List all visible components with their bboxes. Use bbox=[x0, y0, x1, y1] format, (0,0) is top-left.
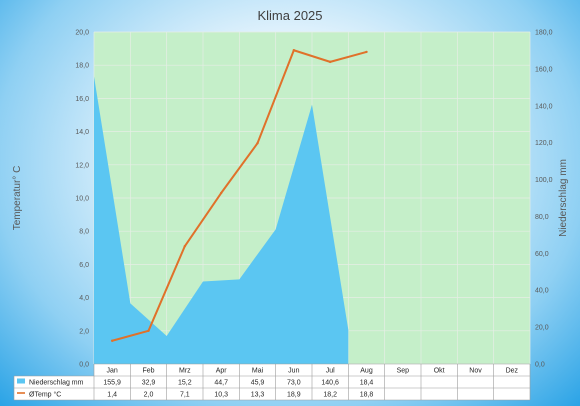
series-point-temp bbox=[147, 329, 150, 332]
y-tick-label: 2,0 bbox=[79, 328, 89, 335]
legend-key-niederschlag bbox=[17, 378, 25, 384]
y2-tick-label: 0,0 bbox=[535, 362, 545, 369]
y2-tick-label: 120,0 bbox=[535, 140, 553, 147]
y2-tick-label: 20,0 bbox=[535, 325, 549, 332]
data-label: 15,2 bbox=[178, 380, 192, 387]
data-label: 140,6 bbox=[321, 380, 339, 387]
legend-label: ØTemp °C bbox=[29, 391, 61, 399]
y2-tick-label: 60,0 bbox=[535, 251, 549, 258]
x-tick-label: Okt bbox=[434, 368, 445, 375]
y-tick-label: 18,0 bbox=[75, 63, 89, 70]
series-line-temp bbox=[111, 49, 367, 342]
series-area-niederschlag bbox=[94, 76, 349, 364]
x-tick-label: Feb bbox=[142, 368, 154, 375]
y-axis-title: Temperatur° C bbox=[12, 166, 23, 231]
data-label: 13,3 bbox=[251, 392, 265, 399]
y2-tick-label: 180,0 bbox=[535, 30, 553, 37]
data-label: 45,9 bbox=[251, 380, 265, 387]
y2-tick-label: 100,0 bbox=[535, 177, 553, 184]
data-label: 1,4 bbox=[107, 392, 117, 399]
series-point-temp bbox=[328, 60, 332, 64]
data-label: 32,9 bbox=[142, 380, 156, 387]
data-label: 7,1 bbox=[180, 392, 190, 399]
x-tick-label: Aug bbox=[360, 368, 373, 375]
chart-title: Klima 2025 bbox=[257, 8, 323, 23]
x-tick-label: Dez bbox=[506, 368, 519, 375]
y-tick-label: 6,0 bbox=[79, 262, 89, 269]
x-tick-label: Nov bbox=[469, 368, 482, 375]
x-tick-label: Mai bbox=[252, 368, 264, 375]
x-tick-label: Jun bbox=[288, 368, 299, 375]
series-point-temp bbox=[183, 244, 187, 248]
y-tick-label: 8,0 bbox=[79, 229, 89, 236]
y-tick-label: 14,0 bbox=[75, 129, 89, 136]
y2-tick-label: 40,0 bbox=[535, 288, 549, 295]
series-point-temp bbox=[292, 49, 296, 52]
data-label: 18,4 bbox=[360, 380, 374, 387]
data-label: 73,0 bbox=[287, 380, 301, 387]
data-label: 2,0 bbox=[144, 392, 154, 399]
x-tick-label: Mrz bbox=[179, 368, 191, 375]
data-label: 44,7 bbox=[214, 380, 228, 387]
y-tick-label: 16,0 bbox=[75, 96, 89, 103]
y2-tick-label: 140,0 bbox=[535, 103, 553, 110]
y-tick-label: 4,0 bbox=[79, 295, 89, 302]
series-point-temp bbox=[110, 339, 114, 342]
y-tick-label: 0,0 bbox=[79, 362, 89, 369]
y-tick-label: 20,0 bbox=[75, 30, 89, 37]
data-label: 18,9 bbox=[287, 392, 301, 399]
series-point-temp bbox=[365, 50, 368, 54]
x-tick-label: Apr bbox=[216, 368, 228, 375]
data-label: 10,3 bbox=[214, 392, 228, 399]
y2-tick-label: 80,0 bbox=[535, 214, 549, 221]
data-label: 155,9 bbox=[103, 380, 121, 387]
y2-axis-title: Niederschlag mm bbox=[558, 159, 569, 237]
y-tick-label: 10,0 bbox=[75, 196, 89, 203]
x-tick-label: Jul bbox=[326, 368, 335, 375]
y2-tick-label: 160,0 bbox=[535, 66, 553, 73]
data-label: 18,8 bbox=[360, 392, 374, 399]
x-tick-label: Sep bbox=[397, 368, 410, 375]
y-tick-label: 12,0 bbox=[75, 162, 89, 169]
data-label: 18,2 bbox=[323, 392, 337, 399]
series-point-temp bbox=[219, 191, 223, 195]
x-tick-label: Jan bbox=[107, 368, 118, 375]
series-point-temp bbox=[256, 142, 259, 145]
legend-label: Niederschlag mm bbox=[29, 380, 84, 387]
